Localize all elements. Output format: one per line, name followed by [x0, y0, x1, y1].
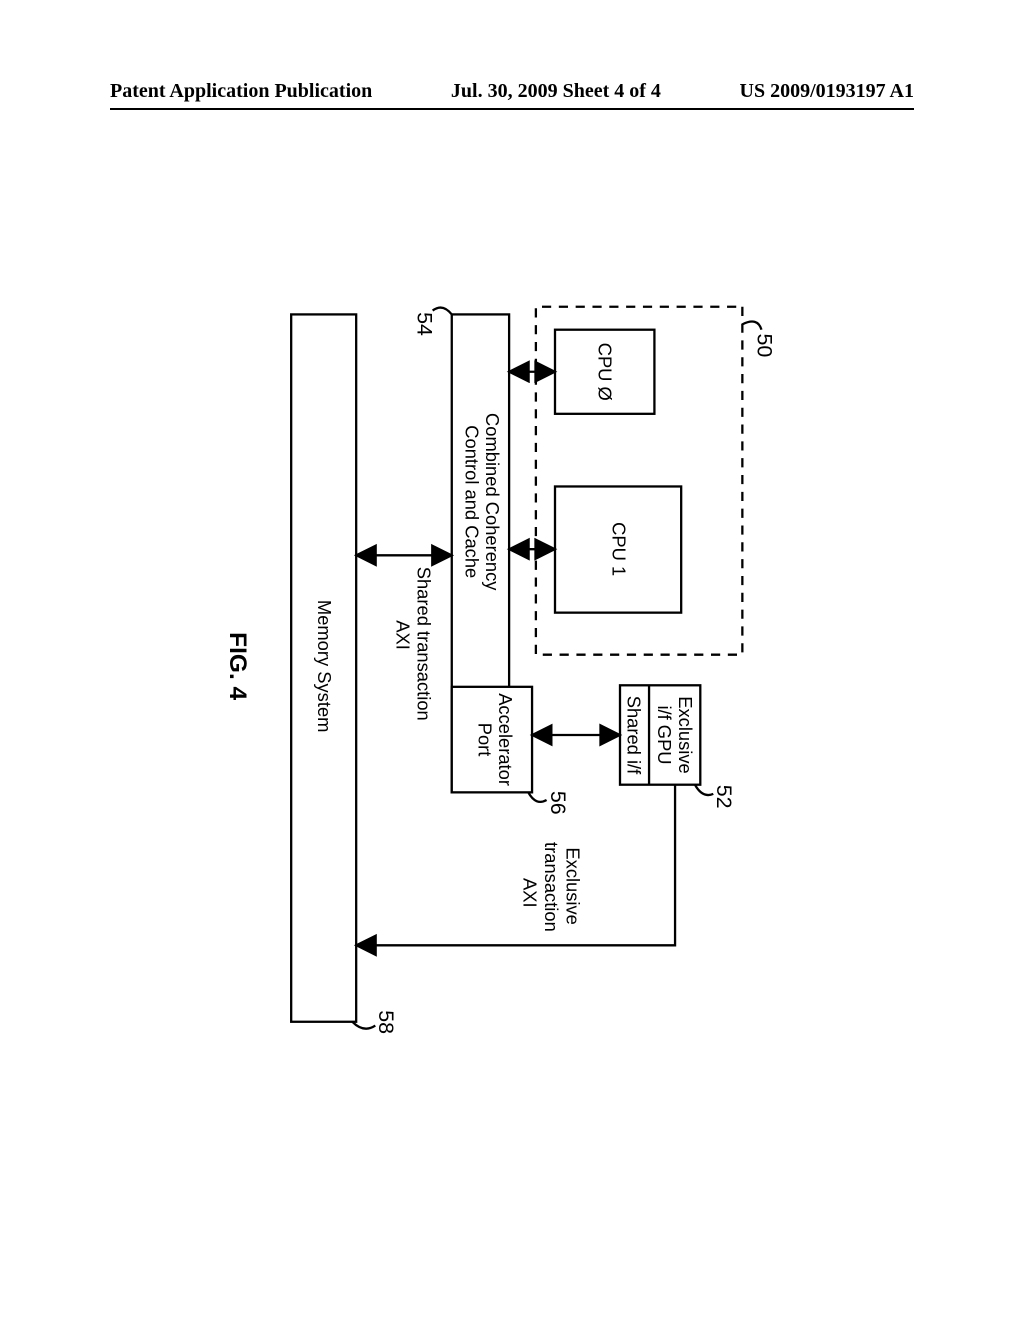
ref-50: 50: [753, 334, 777, 358]
exclusive-axi-label-3: AXI: [520, 878, 541, 908]
ref-50-leader: [742, 322, 761, 330]
header-divider: [110, 108, 914, 110]
gpu-line3: Shared i/f: [624, 696, 645, 775]
header-center: Jul. 30, 2009 Sheet 4 of 4: [451, 80, 661, 103]
diagram-svg: 50 CPU Ø CPU 1 Exclusive i/f GPU Shared …: [0, 280, 1000, 1060]
exclusive-axi-label-1: Exclusive: [562, 847, 583, 924]
gpu-line1: Exclusive: [675, 696, 696, 773]
ref-52-leader: [695, 785, 713, 795]
ref-58: 58: [374, 1010, 398, 1034]
accel-port-label-2: Port: [475, 723, 496, 757]
ref-54: 54: [412, 312, 436, 336]
gpu-line2: i/f GPU: [654, 705, 675, 764]
coherency-label-2: Control and Cache: [462, 425, 483, 578]
cpu1-label: CPU 1: [608, 522, 629, 576]
memory-label: Memory System: [314, 600, 335, 733]
ref-56-leader: [528, 792, 546, 802]
exclusive-axi-label-2: transaction: [541, 842, 562, 932]
figure-title: FIG. 4: [224, 632, 251, 700]
ref-56: 56: [546, 791, 570, 815]
cpu0-label: CPU Ø: [595, 343, 616, 401]
coherency-label-1: Combined Coherency: [482, 413, 503, 591]
figure-4: 50 CPU Ø CPU 1 Exclusive i/f GPU Shared …: [0, 280, 1000, 1060]
arrow-exclusive-axi: [356, 785, 675, 946]
shared-axi-label-2: AXI: [393, 620, 414, 650]
header-right: US 2009/0193197 A1: [740, 80, 914, 103]
accel-port-label-1: Accelerator: [495, 693, 516, 786]
ref-52: 52: [712, 785, 736, 809]
header-left: Patent Application Publication: [110, 80, 372, 103]
shared-axi-label-1: Shared transaction: [413, 567, 434, 721]
